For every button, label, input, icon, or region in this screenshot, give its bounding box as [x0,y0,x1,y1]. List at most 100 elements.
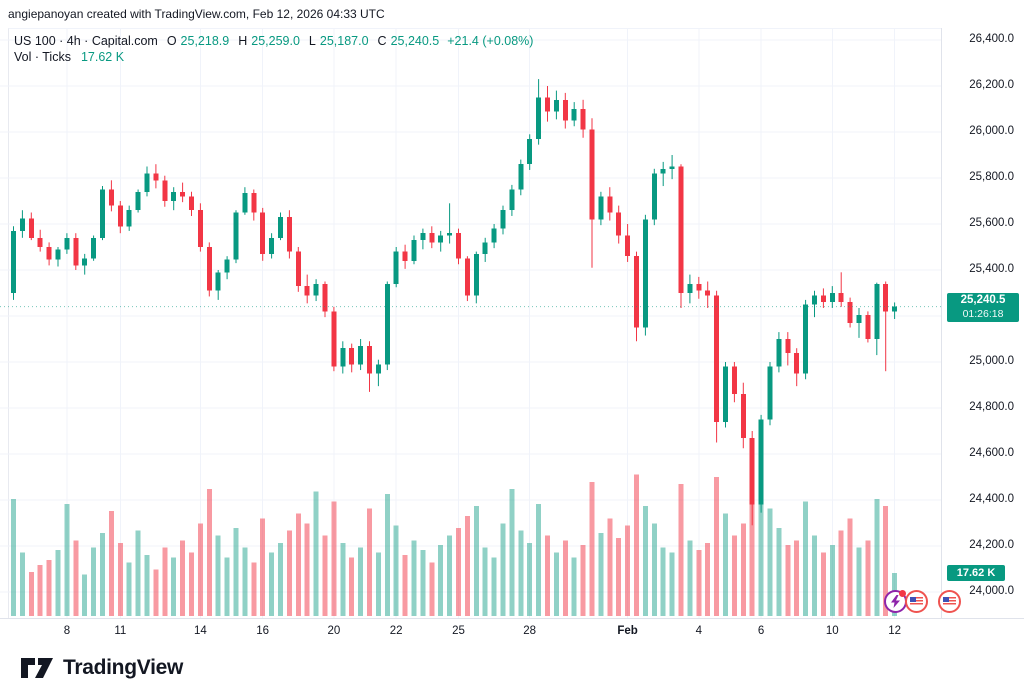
candle-body [242,192,248,213]
volume-bar [117,542,123,616]
candle-body [64,237,70,250]
price-axis-label: 25,000.0 [969,355,1014,367]
candle-body [678,166,684,293]
volume-bar [429,562,435,616]
legend-symbol-row[interactable]: US 100 · 4h · Capital.com O 25,218.9 H 2… [14,33,533,49]
candle-body [420,233,426,241]
candle-body [286,217,292,252]
economic-event-lightning-icon[interactable] [884,590,907,613]
price-axis[interactable]: 26,400.0 26,200.0 26,000.0 25,800.0 25,600.0… [941,28,1024,618]
volume-bar [447,535,453,616]
volume-bar [838,530,844,616]
close-label: C [377,34,387,48]
candle-body [429,233,435,243]
candle-body [233,212,239,260]
candle-body [46,247,52,260]
high-label: H [238,34,248,48]
candle-body [625,235,631,257]
candle-body [393,251,399,284]
candle-body [251,192,257,213]
candle-body [438,235,444,243]
volume-bar [420,550,426,616]
volume-bar [464,515,470,616]
us-flag-icon [943,597,956,606]
candle-body [598,196,604,220]
candle-body [642,219,648,328]
candle-body [322,283,328,312]
candle-body [785,339,791,353]
volume-bar [19,552,25,616]
economic-event-us-flag-icon-2[interactable] [938,590,961,613]
volume-bar [723,513,728,616]
candle-body [651,173,657,220]
price-axis-label: 24,200.0 [969,539,1014,551]
volume-bar [874,498,880,616]
candle-body [411,240,417,261]
volume-bar [803,501,809,616]
candle-body [349,348,355,365]
candle-body [180,191,186,197]
volume-bar [749,496,755,616]
candle-body [402,251,408,261]
volume-bar [580,545,586,616]
volume-bar [856,547,862,616]
volume-bar [740,523,746,616]
volume-bar [509,489,515,616]
candle-body [340,348,346,367]
candle-body [100,189,105,238]
candle-body [571,109,577,121]
candle-body [28,218,34,238]
candle-body [19,218,25,231]
volume-bar [171,557,177,616]
volume-bar [607,518,613,616]
volume-bar [518,530,524,616]
volume-bar [651,523,657,616]
volume-bar [731,535,737,616]
volume-bar [269,552,275,616]
volume-bar [598,533,604,616]
volume-bar [393,525,399,616]
volume-bar [215,535,221,616]
candle-body [500,210,506,229]
candle-body [803,304,809,374]
time-axis-label: 22 [389,625,403,637]
volume-bar [162,547,168,616]
candle-body [776,339,782,367]
candle-body [687,283,693,293]
tradingview-logo[interactable]: TradingView [20,656,183,680]
event-alert-dot [899,590,906,597]
brand-text: TradingView [63,656,184,679]
candle-body [740,394,746,438]
candle-body [696,283,702,291]
volume-bar [634,474,639,616]
candle-body [509,189,515,211]
volume-bar [322,535,328,616]
candle-body [384,283,390,365]
volume-bar [224,557,230,616]
candle-body [260,212,266,254]
price-axis-label: 26,000.0 [969,125,1014,137]
chart-canvas[interactable] [0,28,941,618]
candle-body [607,196,613,213]
low-value: 25,187.0 [319,34,369,48]
volume-bar [553,552,559,616]
time-axis-label: 6 [757,625,765,637]
candle-body [527,138,533,165]
candle-body [518,164,524,190]
candle-body [11,230,16,293]
volume-bar [28,572,34,616]
candle-body [749,437,755,505]
legend-volume-row[interactable]: Vol · Ticks 17.62 K [14,49,533,65]
volume-bar [562,540,568,616]
volume-bar [669,552,675,616]
volume-bar [91,547,97,616]
symbol-title[interactable]: US 100 · 4h · Capital.com [14,34,158,48]
candle-body [482,242,488,254]
candle-body [491,228,497,243]
symbol-legend[interactable]: US 100 · 4h · Capital.com O 25,218.9 H 2… [14,33,533,65]
time-axis-label: 8 [63,625,71,637]
open-label: O [166,34,177,48]
economic-event-us-flag-icon[interactable] [905,590,928,613]
candle-body [269,237,275,254]
time-axis[interactable]: 8 11 14 16 20 22 25 28 Feb 4 6 10 12 [0,618,1024,648]
